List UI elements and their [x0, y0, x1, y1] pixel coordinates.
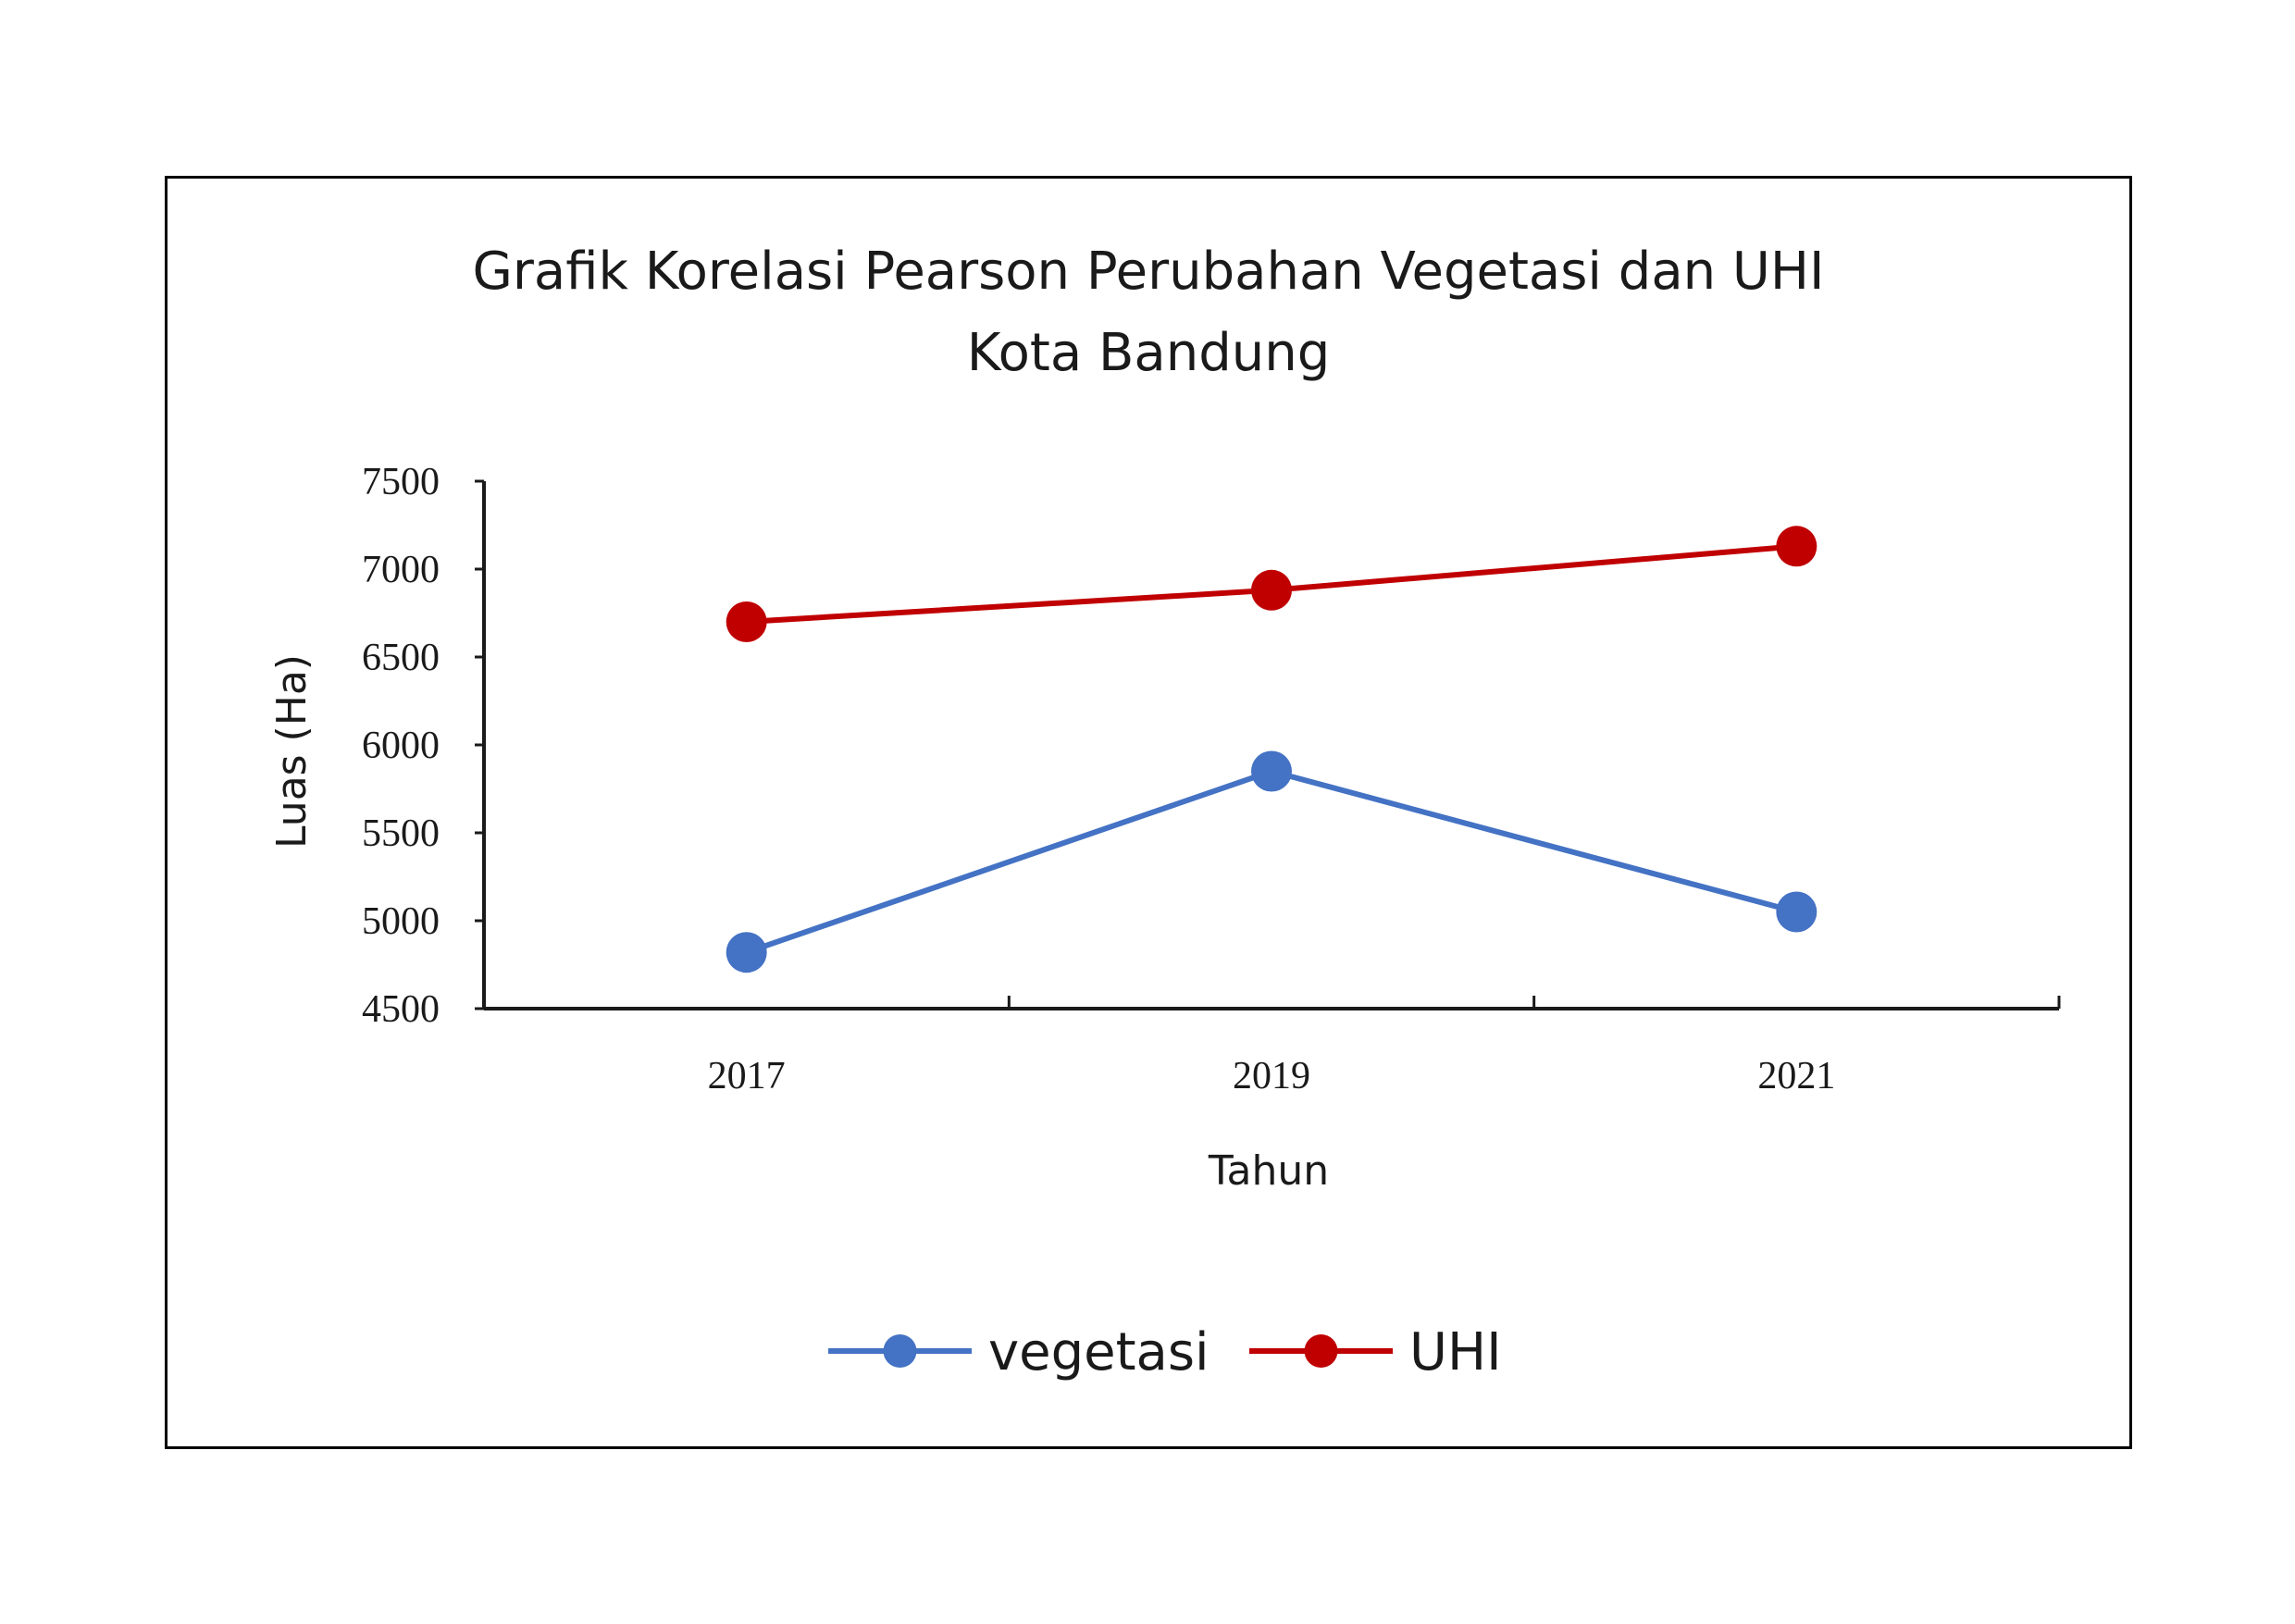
- chart-title-line-2: Kota Bandung: [967, 323, 1331, 383]
- y-tick-label: 5500: [362, 812, 440, 855]
- x-axis-label: Tahun: [1208, 1147, 1329, 1195]
- data-point-UHI: [1776, 526, 1817, 567]
- data-point-vegetasi: [1776, 891, 1817, 933]
- legend-label-UHI: UHI: [1409, 1322, 1502, 1382]
- legend: vegetasi UHI: [828, 1322, 1502, 1382]
- y-tick-label: 7000: [362, 549, 440, 591]
- data-point-UHI: [1251, 569, 1292, 611]
- series-line-vegetasi: [745, 768, 1798, 956]
- y-axis-label: Luas (Ha): [268, 654, 316, 849]
- y-tick-label: 4500: [362, 988, 440, 1031]
- legend-swatch-marker: [883, 1334, 917, 1368]
- x-tick-label: 2019: [1233, 1055, 1310, 1097]
- y-tick-label: 6000: [362, 725, 440, 767]
- data-point-vegetasi: [1251, 750, 1292, 792]
- data-point-UHI: [726, 601, 767, 642]
- x-tick-label: 2017: [708, 1055, 786, 1097]
- y-tick-label: 6500: [362, 637, 440, 679]
- y-tick-label: 7500: [362, 461, 440, 503]
- x-tick-label: 2021: [1757, 1055, 1835, 1097]
- data-point-vegetasi: [726, 932, 767, 973]
- chart-title-line-1: Grafik Korelasi Pearson Perubahan Vegeta…: [472, 242, 1824, 302]
- axes: 4500 5000 5500 6000 6500 7000 7500 2017 2019 2021: [362, 461, 2061, 1097]
- legend-swatch-marker: [1304, 1334, 1338, 1368]
- y-tick-label: 5000: [362, 900, 440, 943]
- series-layer: [726, 526, 1817, 973]
- legend-label-vegetasi: vegetasi: [988, 1322, 1210, 1382]
